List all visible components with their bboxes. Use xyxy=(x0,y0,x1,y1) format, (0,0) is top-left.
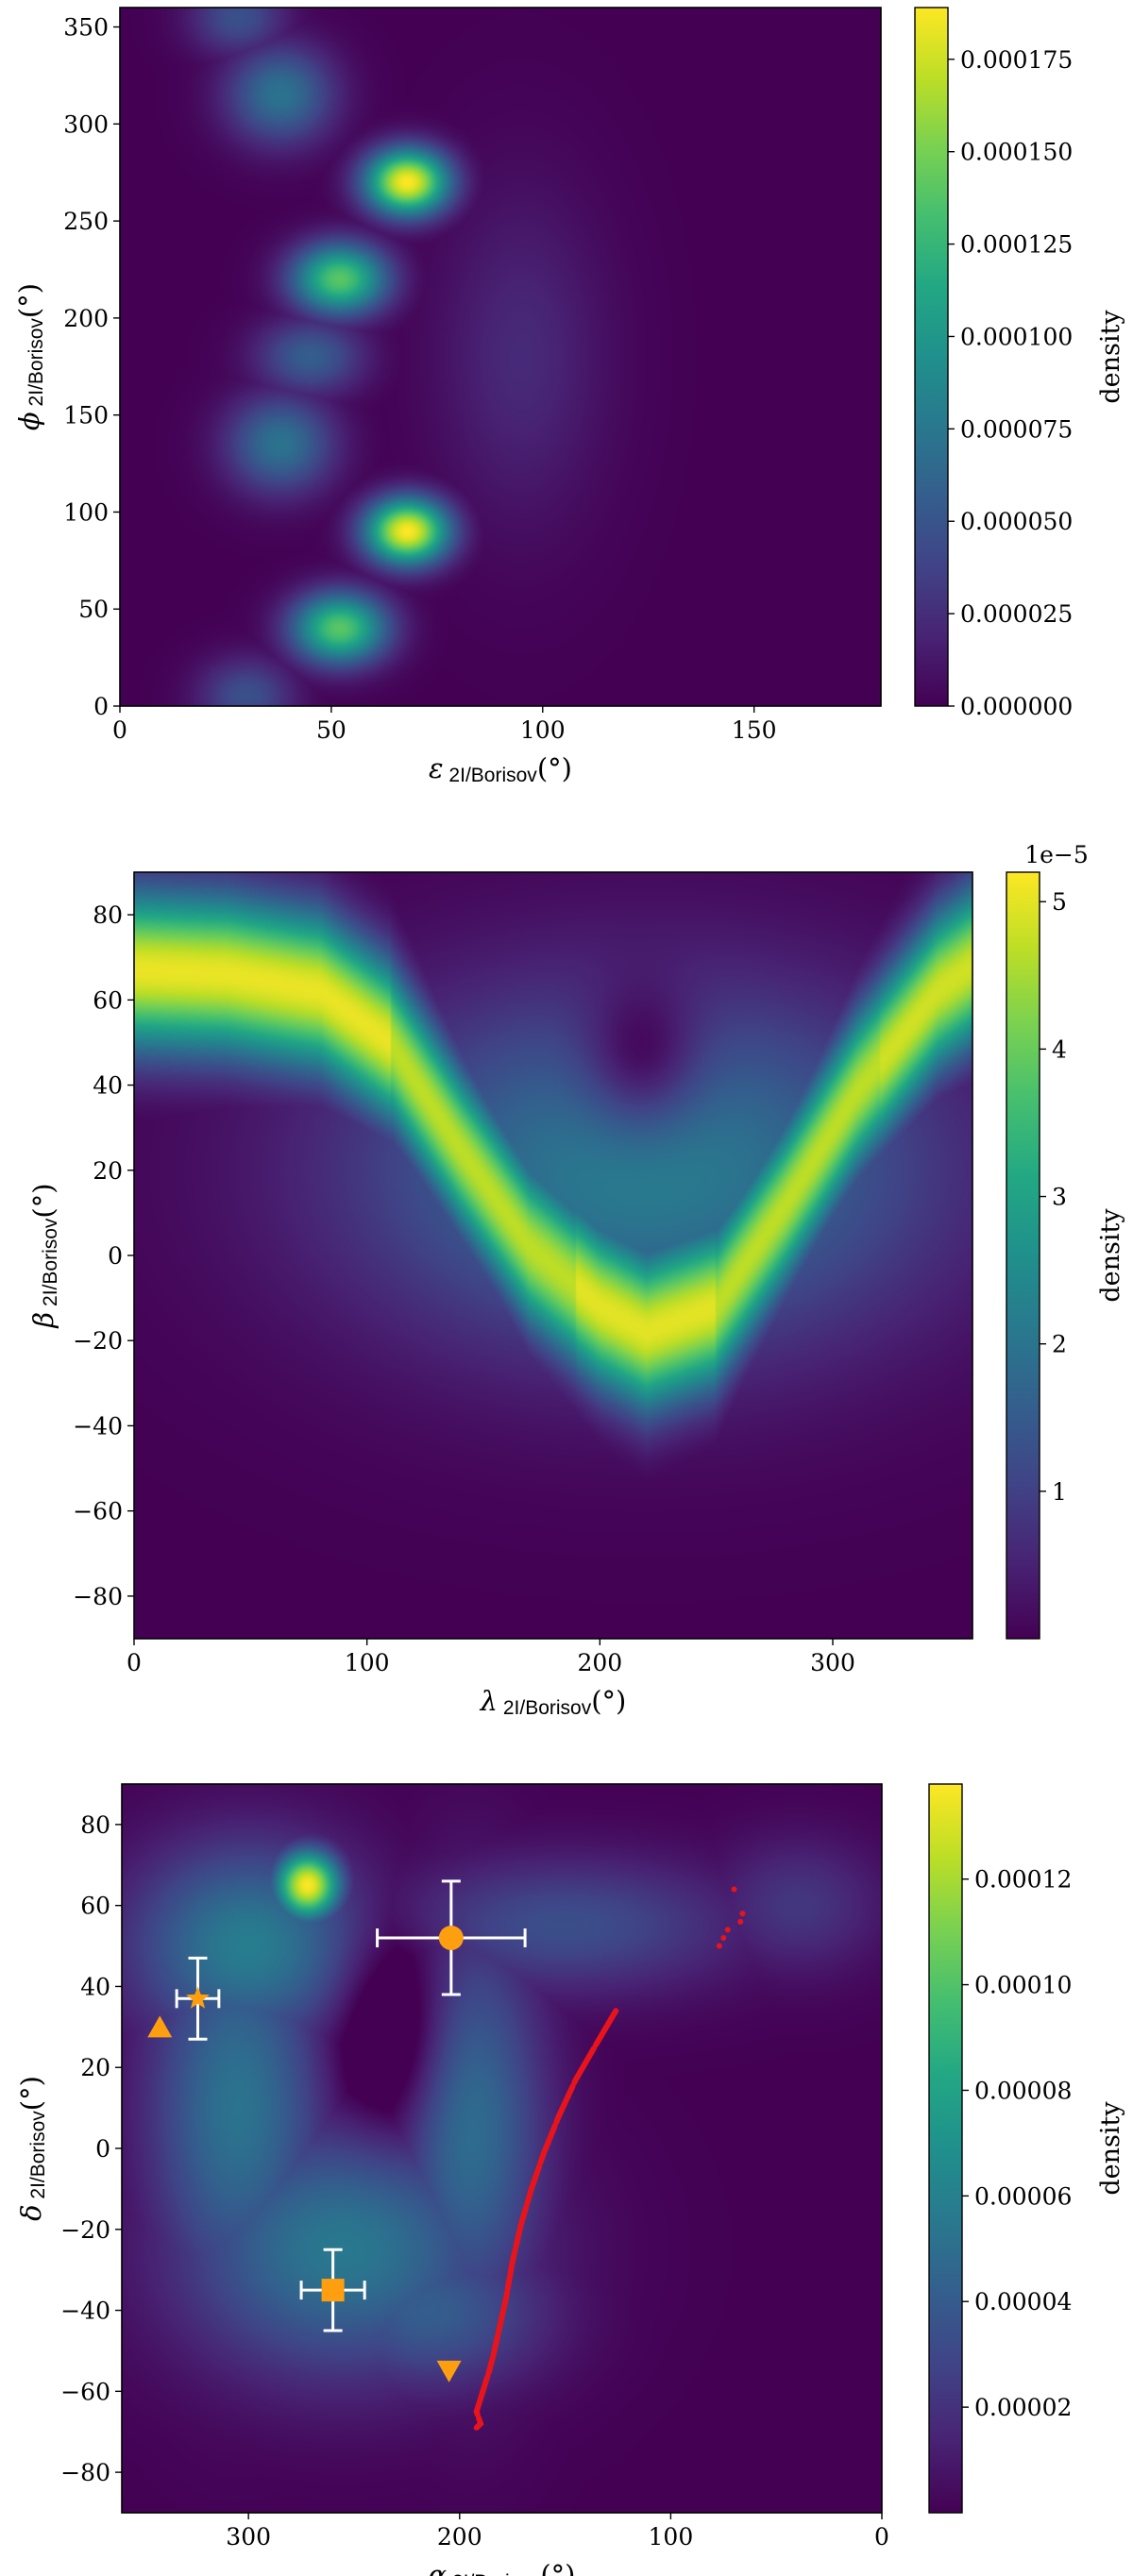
x-tick-label: 200 xyxy=(577,1649,622,1676)
y-tick-label: 80 xyxy=(93,901,123,929)
x-tick-label: 100 xyxy=(649,2523,694,2551)
x-tick-label: 100 xyxy=(520,716,566,744)
density-heatmap xyxy=(122,1784,882,2513)
y-tick-label: 60 xyxy=(80,1893,110,1920)
y-tick-label: −80 xyxy=(60,2459,110,2486)
panel-1: 0 50 100 150 0 50 100 150 200 250 300 350 ε 2I/Boris… xyxy=(13,7,1125,786)
marker-square xyxy=(299,2248,366,2332)
square-marker xyxy=(321,2279,345,2302)
colorbar-tick-label: 0.000000 xyxy=(960,693,1073,720)
panel-3: 300 200 100 0 −80 −60 −40 −20 0 20 40 60 80 α 2I/Bori… xyxy=(15,1783,1125,2576)
x-tick-label: 0 xyxy=(874,2523,889,2551)
x-tick-label: 300 xyxy=(810,1649,855,1676)
density-heatmap xyxy=(120,8,881,706)
y-axis-label: ϕ 2I/Borisov(°) xyxy=(13,283,47,430)
y-tick-label: −60 xyxy=(73,1498,123,1525)
colorbar-tick-label: 0.00006 xyxy=(974,2182,1072,2210)
colorbar-label: density xyxy=(1096,310,1125,404)
marker-circle xyxy=(376,1879,527,1996)
red-dot xyxy=(716,1943,722,1949)
y-tick-label: 150 xyxy=(63,402,109,429)
y-tick-label: 350 xyxy=(63,14,109,42)
colorbar-tick-label: 0.000125 xyxy=(960,231,1073,259)
density-heatmap xyxy=(134,872,972,1639)
colorbar: 1 2 3 4 5 1e−5 density xyxy=(1006,841,1125,1640)
plot-frame xyxy=(119,7,882,707)
x-tick-label: 50 xyxy=(316,716,347,744)
y-tick-label: 20 xyxy=(80,2054,110,2081)
y-tick-label: 40 xyxy=(80,1973,110,2000)
colorbar-tick-label: 0.000175 xyxy=(960,46,1073,74)
circle-marker xyxy=(438,1925,464,1950)
colorbar-tick-label: 0.000075 xyxy=(960,415,1073,443)
y-tick-label: 40 xyxy=(93,1072,123,1100)
colorbar-tick-label: 0.000150 xyxy=(960,139,1073,166)
y-axis-label: β 2I/Borisov(°) xyxy=(27,1183,61,1328)
marker-triangle-up xyxy=(147,2015,173,2038)
y-tick-label: 200 xyxy=(63,305,109,332)
colorbar-tick-label: 0.00012 xyxy=(974,1866,1072,1894)
colorbar-tick-label: 0.00002 xyxy=(974,2394,1072,2421)
x-tick-label: 200 xyxy=(437,2523,482,2551)
y-tick-label: −20 xyxy=(73,1327,123,1355)
colorbar-label: density xyxy=(1096,2101,1125,2196)
x-axis-label: λ 2I/Borisov(°) xyxy=(480,1685,627,1719)
marker-triangle-down xyxy=(436,2360,462,2382)
y-tick-label: −80 xyxy=(73,1583,123,1610)
colorbar-tick-label: 0.00010 xyxy=(974,1972,1072,1999)
y-tick-label: 50 xyxy=(78,596,109,623)
y-axis-label: δ 2I/Borisov(°) xyxy=(15,2076,49,2221)
colorbar-tick-label: 1 xyxy=(1052,1478,1067,1506)
colorbar: 0.000000 0.000025 0.000050 0.000075 0.000100… xyxy=(914,7,1125,720)
colorbar-offset-text: 1e−5 xyxy=(1024,841,1089,868)
colorbar-tick-label: 0.000025 xyxy=(960,600,1073,628)
red-dot xyxy=(739,1911,746,1917)
y-tick-label: 0 xyxy=(93,693,109,720)
red-dot xyxy=(724,1927,731,1933)
y-tick-label: 300 xyxy=(63,110,109,138)
x-tick-label: 100 xyxy=(345,1649,390,1676)
red-dot xyxy=(731,1886,737,1893)
red-dot xyxy=(720,1934,727,1941)
y-tick-label: 60 xyxy=(93,986,123,1014)
colorbar-tick-label: 4 xyxy=(1052,1035,1067,1063)
panel-2: 0 100 200 300 −80 −60 −40 −20 0 20 40 60 80 λ 2I/Bori… xyxy=(27,841,1125,1719)
x-tick-label: 0 xyxy=(112,716,127,744)
colorbar-tick-label: 2 xyxy=(1052,1331,1067,1358)
colorbar-tick-label: 3 xyxy=(1052,1184,1067,1211)
colorbar-tick-label: 5 xyxy=(1052,888,1067,916)
y-tick-label: 80 xyxy=(80,1811,110,1839)
triangle-up-marker xyxy=(147,2015,173,2038)
red-dot xyxy=(737,1918,744,1925)
y-tick-label: −40 xyxy=(73,1412,123,1440)
x-tick-label: 0 xyxy=(127,1649,142,1676)
colorbar-tick-label: 0.000100 xyxy=(960,323,1073,350)
y-tick-label: 0 xyxy=(108,1242,123,1270)
marker-star xyxy=(175,1956,221,2041)
colorbar-tick-label: 0.000050 xyxy=(960,508,1073,535)
colorbar-tick-label: 0.00008 xyxy=(974,2077,1072,2104)
colorbar-gradient xyxy=(1006,871,1040,1640)
colorbar: 0.00002 0.00004 0.00006 0.00008 0.00010 0.000… xyxy=(928,1783,1125,2514)
colorbar-gradient xyxy=(914,7,949,707)
x-tick-label: 150 xyxy=(732,716,777,744)
colorbar-label: density xyxy=(1096,1208,1125,1303)
y-tick-label: 100 xyxy=(63,498,109,526)
y-tick-label: −60 xyxy=(60,2378,110,2405)
colorbar-tick-label: 0.00004 xyxy=(974,2288,1072,2315)
y-tick-label: 20 xyxy=(93,1157,123,1185)
x-axis-label: α 2I/Borisov(°) xyxy=(429,2559,576,2576)
colorbar-gradient xyxy=(928,1783,963,2514)
y-tick-label: 0 xyxy=(95,2135,110,2163)
red-track xyxy=(473,2008,619,2431)
star-marker xyxy=(186,1986,210,2009)
y-tick-label: −20 xyxy=(60,2216,110,2244)
y-tick-label: 250 xyxy=(63,208,109,235)
y-tick-label: −40 xyxy=(60,2298,110,2325)
triangle-down-marker xyxy=(436,2360,462,2382)
x-tick-label: 300 xyxy=(226,2523,271,2551)
x-axis-label: ε 2I/Borisov(°) xyxy=(429,752,572,786)
